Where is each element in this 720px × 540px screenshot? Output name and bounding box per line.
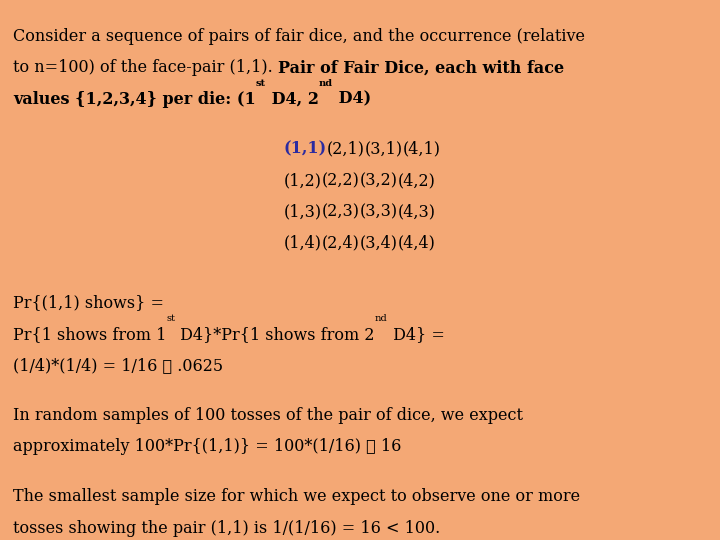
Text: (3,3): (3,3) — [360, 204, 398, 220]
Text: (2,1): (2,1) — [327, 141, 365, 158]
Text: (4,2): (4,2) — [397, 172, 436, 189]
Text: (4,4): (4,4) — [397, 235, 436, 252]
Text: (2,2): (2,2) — [322, 172, 360, 189]
Text: Consider a sequence of pairs of fair dice, and the occurrence (relative: Consider a sequence of pairs of fair dic… — [13, 28, 585, 45]
Text: (1,1): (1,1) — [284, 141, 327, 158]
Text: (1,2): (1,2) — [284, 172, 322, 189]
Text: nd: nd — [375, 314, 387, 323]
Text: st: st — [166, 314, 176, 323]
Text: (1,3): (1,3) — [284, 204, 322, 220]
Text: (3,4): (3,4) — [360, 235, 397, 252]
Text: D4): D4) — [333, 91, 371, 107]
Text: values {1,2,3,4} per die: (1: values {1,2,3,4} per die: (1 — [13, 91, 256, 107]
Text: Pr{1 shows from 1: Pr{1 shows from 1 — [13, 326, 166, 342]
Text: (2,4): (2,4) — [322, 235, 360, 252]
Text: nd: nd — [319, 79, 333, 88]
Text: st: st — [256, 79, 266, 88]
Text: approximately 100*Pr{(1,1)} = 100*(1/16) ≅ 16: approximately 100*Pr{(1,1)} = 100*(1/16)… — [13, 438, 401, 455]
Text: (1,4): (1,4) — [284, 235, 322, 252]
Text: Pr{(1,1) shows} =: Pr{(1,1) shows} = — [13, 294, 164, 311]
Text: In random samples of 100 tosses of the pair of dice, we expect: In random samples of 100 tosses of the p… — [13, 407, 523, 424]
Text: The smallest sample size for which we expect to observe one or more: The smallest sample size for which we ex… — [13, 489, 580, 505]
Text: tosses showing the pair (1,1) is 1/(1/16) = 16 < 100.: tosses showing the pair (1,1) is 1/(1/16… — [13, 520, 440, 537]
Text: (4,1): (4,1) — [403, 141, 441, 158]
Text: (3,1): (3,1) — [365, 141, 403, 158]
Text: (4,3): (4,3) — [398, 204, 436, 220]
Text: to n=100) of the face-pair (1,1).: to n=100) of the face-pair (1,1). — [13, 59, 278, 76]
Text: (1/4)*(1/4) = 1/16 ≅ .0625: (1/4)*(1/4) = 1/16 ≅ .0625 — [13, 357, 223, 374]
Text: D4, 2: D4, 2 — [266, 91, 319, 107]
Text: (2,3): (2,3) — [322, 204, 360, 220]
Text: D4} =: D4} = — [387, 326, 444, 342]
Text: D4}*Pr{1 shows from 2: D4}*Pr{1 shows from 2 — [176, 326, 375, 342]
Text: (3,2): (3,2) — [360, 172, 397, 189]
Text: Pair of Fair Dice, each with face: Pair of Fair Dice, each with face — [278, 59, 564, 76]
